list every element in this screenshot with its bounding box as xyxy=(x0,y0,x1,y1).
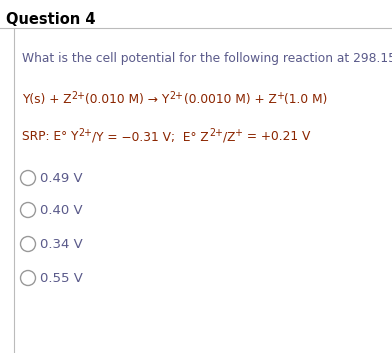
Text: 2+: 2+ xyxy=(78,128,93,138)
Text: +: + xyxy=(235,128,243,138)
Text: 0.49 V: 0.49 V xyxy=(40,172,83,185)
Text: 2+: 2+ xyxy=(170,91,184,101)
Text: 2+: 2+ xyxy=(209,128,223,138)
Text: What is the cell potential for the following reaction at 298.15 K?: What is the cell potential for the follo… xyxy=(22,52,392,65)
Text: 0.55 V: 0.55 V xyxy=(40,271,83,285)
Text: SRP: E° Y: SRP: E° Y xyxy=(22,130,78,143)
Text: Question 4: Question 4 xyxy=(6,12,96,27)
Text: /Z: /Z xyxy=(223,130,235,143)
Text: 0.34 V: 0.34 V xyxy=(40,238,83,251)
Text: Y(s) + Z: Y(s) + Z xyxy=(22,93,71,106)
Text: (0.010 M) → Y: (0.010 M) → Y xyxy=(85,93,170,106)
Text: /Y = −0.31 V;  E° Z: /Y = −0.31 V; E° Z xyxy=(93,130,209,143)
Text: (0.0010 M) + Z: (0.0010 M) + Z xyxy=(184,93,276,106)
Text: (1.0 M): (1.0 M) xyxy=(285,93,328,106)
Text: = +0.21 V: = +0.21 V xyxy=(243,130,311,143)
Text: +: + xyxy=(276,91,285,101)
Text: 2+: 2+ xyxy=(71,91,85,101)
Text: 0.40 V: 0.40 V xyxy=(40,203,83,216)
